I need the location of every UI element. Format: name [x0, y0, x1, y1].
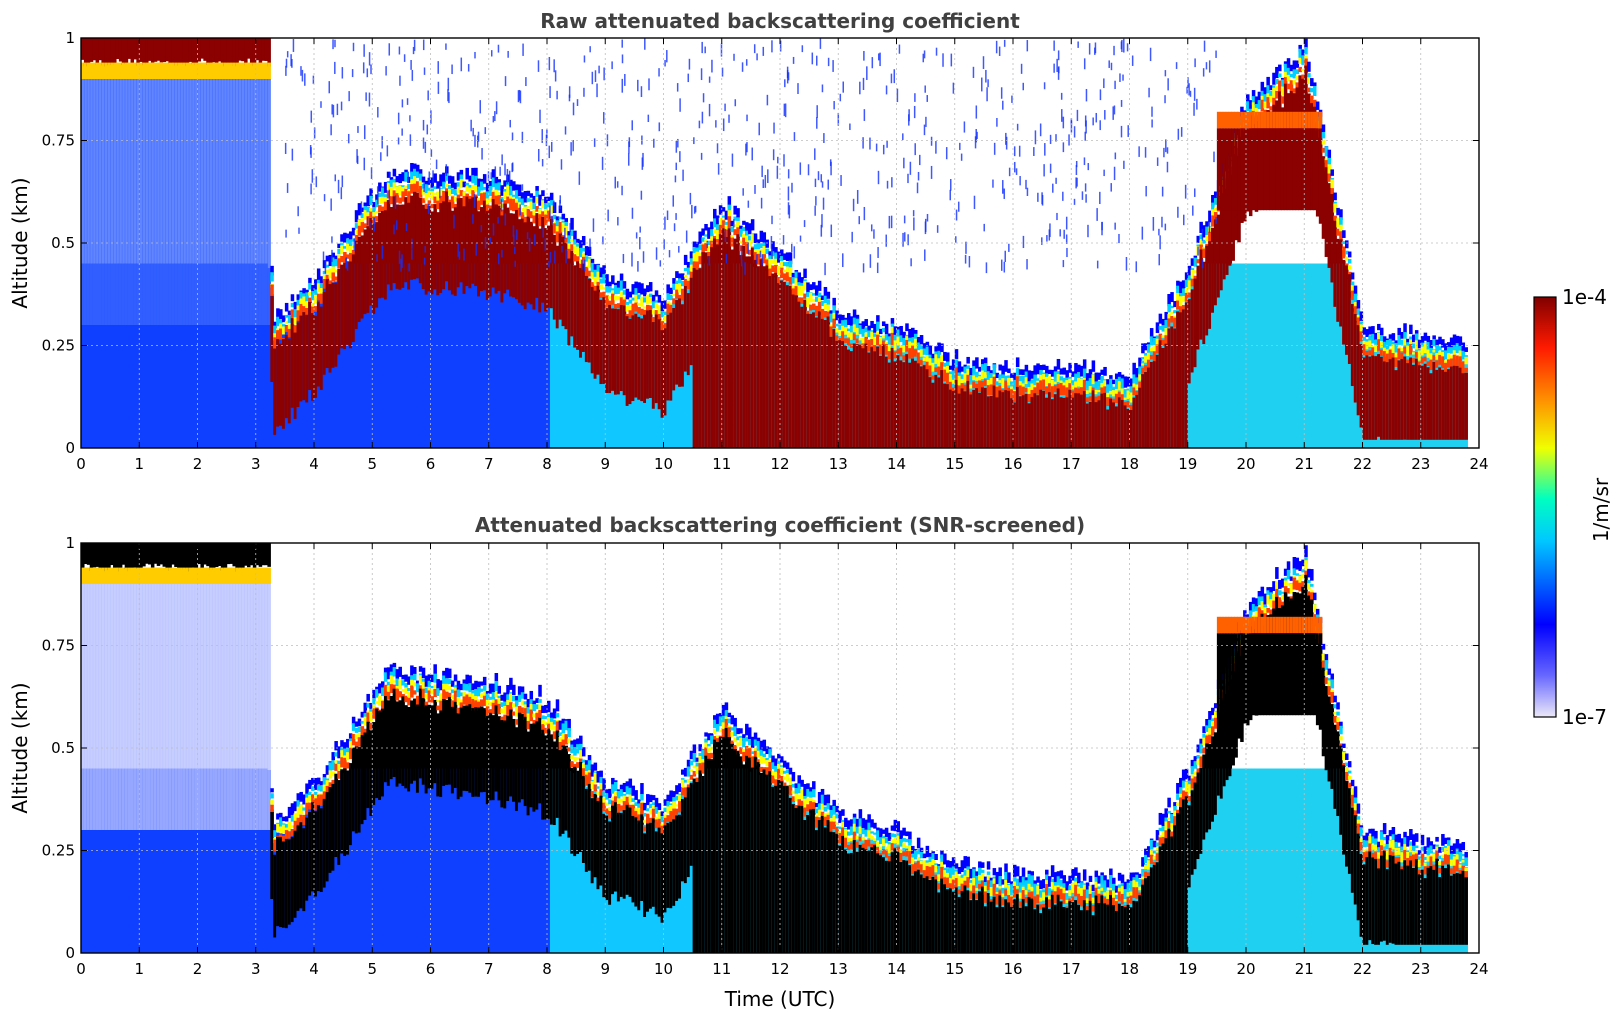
y-tick-label: 0	[65, 439, 75, 457]
x-tick-label: 13	[829, 960, 848, 978]
y-tick-label: 1	[65, 534, 75, 552]
x-tick-label: 21	[1295, 960, 1314, 978]
x-tick-label: 1	[134, 455, 144, 473]
x-tick-label: 16	[1003, 455, 1022, 473]
x-tick-label: 15	[945, 455, 964, 473]
x-tick-label: 0	[76, 455, 86, 473]
panel-title: Raw attenuated backscattering coefficien…	[540, 9, 1020, 33]
heatmap-layers	[81, 543, 1468, 953]
x-tick-label: 22	[1353, 960, 1372, 978]
grid-lines	[81, 543, 1479, 953]
x-tick-label: 4	[309, 960, 319, 978]
y-axis-label: Altitude (km)	[8, 177, 32, 308]
x-tick-label: 23	[1411, 455, 1430, 473]
x-tick-label: 17	[1062, 455, 1081, 473]
colorbar: 1e-4 1e-7 1/m/sr	[1533, 285, 1613, 729]
x-tick-label: 17	[1062, 960, 1081, 978]
panel-title: Attenuated backscattering coefficient (S…	[475, 513, 1085, 537]
x-tick-label: 2	[193, 455, 203, 473]
x-tick-label: 5	[367, 960, 377, 978]
x-tick-label: 2	[193, 960, 203, 978]
x-tick-label: 13	[829, 455, 848, 473]
x-axis-label: Time (UTC)	[724, 987, 836, 1011]
x-tick-label: 18	[1120, 455, 1139, 473]
panel-raw: Raw attenuated backscattering coefficien…	[8, 9, 1489, 473]
x-tick-label: 15	[945, 960, 964, 978]
y-tick-label: 0.75	[42, 637, 75, 655]
y-ticks: 0 0.25 0.5 0.75 1	[42, 29, 1479, 457]
x-tick-label: 24	[1469, 455, 1488, 473]
x-tick-label: 8	[542, 455, 552, 473]
x-tick-label: 7	[484, 455, 494, 473]
x-tick-label: 5	[367, 455, 377, 473]
grid-lines	[81, 38, 1479, 448]
x-tick-label: 21	[1295, 455, 1314, 473]
x-tick-label: 19	[1178, 455, 1197, 473]
x-tick-label: 12	[770, 455, 789, 473]
x-tick-label: 9	[600, 455, 610, 473]
colorbar-label: 1/m/sr	[1589, 477, 1613, 542]
y-tick-label: 0.75	[42, 132, 75, 150]
x-tick-label: 14	[887, 455, 906, 473]
x-tick-label: 3	[251, 960, 261, 978]
colorbar-gradient	[1533, 296, 1557, 718]
x-tick-label: 0	[76, 960, 86, 978]
x-ticks: 0 1 2 3 4 5 6 7 8 9 10 11 12 13 14 15 16 17 18 19 20 21 22 23 24	[76, 38, 1489, 473]
x-tick-label: 11	[712, 960, 731, 978]
colorbar-max-label: 1e-4	[1562, 285, 1607, 309]
x-tick-label: 16	[1003, 960, 1022, 978]
y-tick-label: 0	[65, 944, 75, 962]
y-tick-label: 0.5	[51, 234, 75, 252]
x-tick-label: 20	[1236, 455, 1255, 473]
x-tick-label: 1	[134, 960, 144, 978]
y-tick-label: 0.25	[42, 842, 75, 860]
panel-screened: Attenuated backscattering coefficient (S…	[8, 513, 1489, 1011]
x-tick-label: 8	[542, 960, 552, 978]
y-tick-label: 0.5	[51, 739, 75, 757]
x-ticks: 0 1 2 3 4 5 6 7 8 9 10 11 12 13 14 15 16 17 18 19 20 21 22 23 24	[76, 543, 1489, 978]
x-tick-label: 19	[1178, 960, 1197, 978]
x-tick-label: 6	[426, 960, 436, 978]
x-tick-label: 18	[1120, 960, 1139, 978]
x-tick-label: 4	[309, 455, 319, 473]
x-tick-label: 22	[1353, 455, 1372, 473]
x-tick-label: 11	[712, 455, 731, 473]
x-tick-label: 20	[1236, 960, 1255, 978]
y-tick-label: 1	[65, 29, 75, 47]
x-tick-label: 9	[600, 960, 610, 978]
x-tick-label: 10	[654, 455, 673, 473]
y-tick-label: 0.25	[42, 337, 75, 355]
x-tick-label: 12	[770, 960, 789, 978]
x-tick-label: 6	[426, 455, 436, 473]
y-ticks: 0 0.25 0.5 0.75 1	[42, 534, 1479, 962]
x-tick-label: 3	[251, 455, 261, 473]
x-tick-label: 7	[484, 960, 494, 978]
x-tick-label: 24	[1469, 960, 1488, 978]
y-axis-label: Altitude (km)	[8, 682, 32, 813]
heatmap-layers	[81, 38, 1468, 448]
x-tick-label: 14	[887, 960, 906, 978]
x-tick-label: 10	[654, 960, 673, 978]
colorbar-min-label: 1e-7	[1562, 705, 1607, 729]
x-tick-label: 23	[1411, 960, 1430, 978]
